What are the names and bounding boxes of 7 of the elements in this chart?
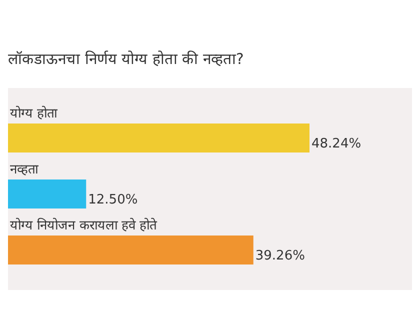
y-tick-label: योग्य नियोजन करायला हवे होते bbox=[10, 217, 158, 234]
data-label: 12.50% bbox=[88, 192, 138, 208]
data-label: 39.26% bbox=[255, 248, 305, 264]
y-tick-label: नव्हता bbox=[10, 162, 39, 178]
data-label: 48.24% bbox=[311, 136, 362, 152]
y-tick-label: योग्य होता bbox=[10, 105, 58, 122]
chart-title: लॉकडाऊनचा निर्णय योग्य होता की नव्हता? bbox=[8, 49, 245, 70]
